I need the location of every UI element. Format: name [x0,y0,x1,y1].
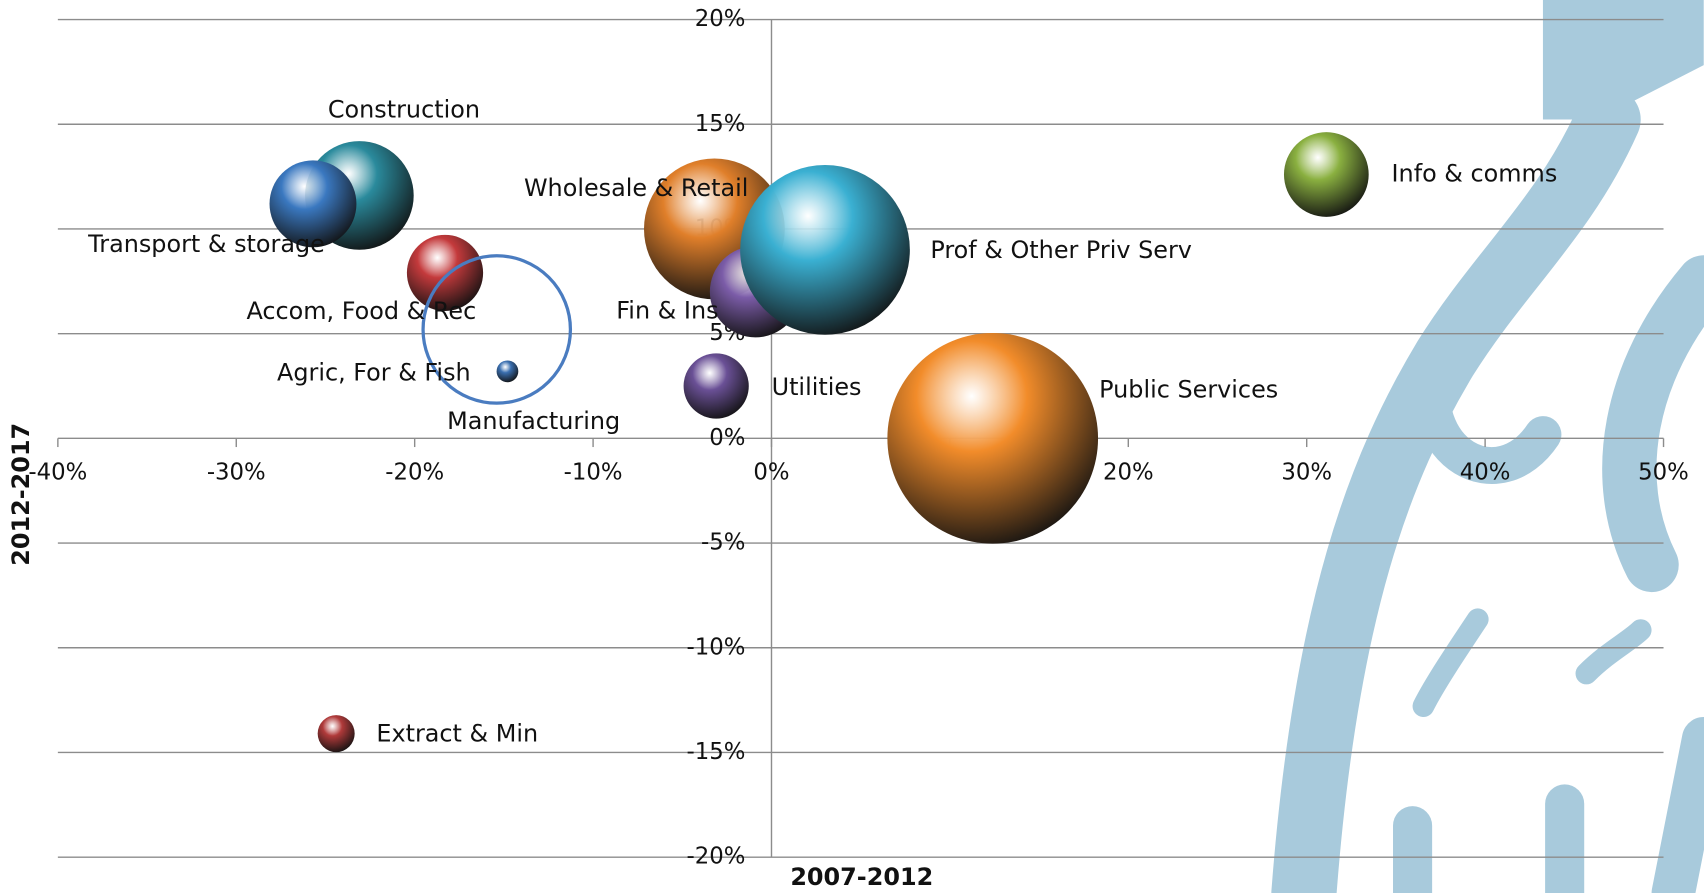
bubble-label: Accom, Food & Rec [246,297,476,325]
bubble-label: Info & comms [1392,160,1558,188]
y-tick-label: 15% [695,111,746,137]
x-tick-label: 20% [1103,460,1154,486]
bubbles [269,132,1369,753]
y-tick-label: -20% [687,844,746,870]
bubble-label: Utilities [772,373,862,401]
x-tick-label: 30% [1281,460,1332,486]
bubble-label: Extract & Min [376,720,538,748]
y-tick-label: 0% [709,425,745,451]
bubble-label: Manufacturing [447,407,620,435]
bubble [887,333,1099,544]
x-tick-label: 0% [753,460,789,486]
bubble [421,254,573,405]
y-axis-title: 2012-2017 [7,423,35,566]
x-axis-title: 2007-2012 [790,863,933,891]
bubble [269,160,357,248]
bubble [1283,132,1369,217]
bubble-label: Prof & Other Priv Serv [930,236,1192,264]
x-tick-label: -20% [385,460,444,486]
bubble-label: Agric, For & Fish [277,359,471,387]
y-tick-label: 20% [695,6,746,32]
y-tick-label: -5% [701,530,745,556]
x-tick-label: -10% [564,460,623,486]
bubble-label: Public Services [1099,376,1278,404]
bubble-label: Construction [328,96,480,124]
bubble [406,234,484,312]
x-tick-label: -30% [207,460,266,486]
labels: Construction Transport & storage Accom, Fo… [87,96,1557,748]
bubble [317,715,355,753]
background-decoration [1271,0,1704,893]
bubble [683,353,749,419]
x-tick-label: 50% [1638,460,1689,486]
bubble [496,360,519,383]
bubble [740,165,910,335]
y-tick-label: -10% [687,634,746,660]
bubble-label: Fin & Ins [616,296,718,324]
x-tick-label: 40% [1460,460,1511,486]
grid: -20%-15%-10%-5%0%5%10%15%20%-40%-30%-20%… [28,6,1688,870]
bubble-label: Transport & storage [87,230,325,258]
y-tick-label: -15% [687,739,746,765]
x-tick-label: -40% [28,460,87,486]
bubble-label: Wholesale & Retail [524,174,748,202]
